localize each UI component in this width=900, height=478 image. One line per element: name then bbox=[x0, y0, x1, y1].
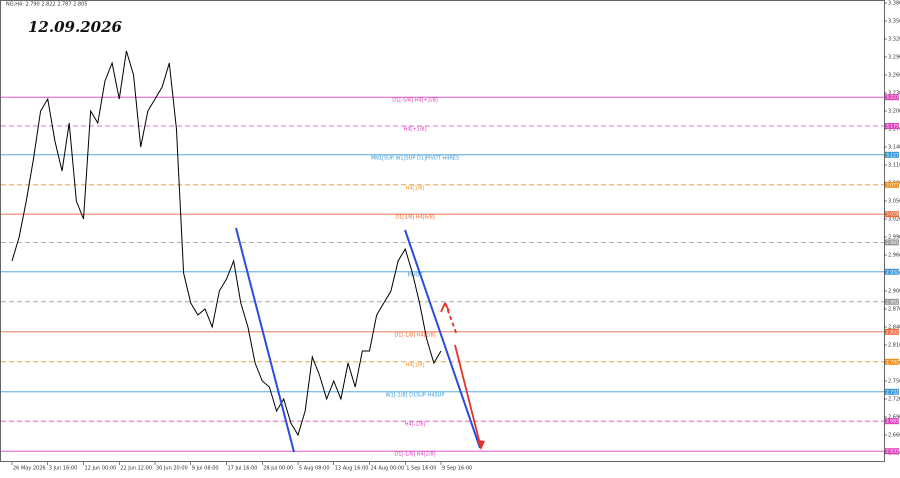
price-badge bbox=[885, 328, 899, 335]
price-badge-label: 2.981 bbox=[886, 240, 899, 246]
price-badge-label: 3.223 bbox=[886, 95, 899, 101]
x-tick-label: 28 Jul 00:00 bbox=[263, 466, 293, 472]
y-tick-label: 2.960 bbox=[888, 253, 900, 259]
level-label: D1[3/8] H4[6/8] bbox=[395, 215, 435, 221]
price-badge-label: 2.633 bbox=[886, 449, 899, 455]
x-tick-label: 9 Jul 08:00 bbox=[192, 466, 219, 472]
trend-line bbox=[235, 227, 295, 453]
y-tick-label: 3.140 bbox=[888, 145, 900, 151]
trend-line bbox=[404, 229, 481, 449]
y-tick-label: 3.200 bbox=[888, 109, 900, 115]
y-tick-label: 3.380 bbox=[888, 1, 900, 7]
x-tick-label: 17 Jul 16:00 bbox=[228, 466, 258, 472]
y-tick-label: 3.110 bbox=[888, 163, 900, 169]
x-tick-label: 30 Jun 20:00 bbox=[156, 466, 188, 472]
level-label: H4[+1/8] bbox=[403, 127, 426, 133]
price-badge-label: 3.077 bbox=[886, 182, 899, 188]
level-label: MN1[SUP W1]SUP D1]PIVOT H4RES bbox=[371, 155, 459, 161]
y-tick-label: 3.230 bbox=[888, 91, 900, 97]
price-badge-label: 3.028 bbox=[886, 212, 899, 218]
price-badge bbox=[885, 268, 899, 275]
plot-frame bbox=[0, 0, 885, 462]
price-badge bbox=[885, 211, 899, 218]
price-badge-label: 2.932 bbox=[886, 269, 899, 275]
y-tick-label: 3.020 bbox=[888, 217, 900, 223]
level-label: H4[1/8] bbox=[406, 362, 425, 368]
x-tick-label: 1 Sep 16:00 bbox=[406, 466, 436, 472]
price-badge bbox=[885, 388, 899, 395]
x-tick-label: 12 Jun 00:00 bbox=[85, 466, 117, 472]
price-badge-label: 2.782 bbox=[886, 359, 899, 365]
price-badge bbox=[885, 181, 899, 188]
forecast-arrow bbox=[454, 344, 482, 449]
level-label: W1[-1/8] D1SUP H4SUP bbox=[386, 392, 445, 398]
x-tick-label: 26 May 2026 bbox=[13, 466, 46, 472]
y-tick-label: 3.260 bbox=[888, 73, 900, 79]
x-tick-label: 3 Jun 16:00 bbox=[49, 466, 78, 472]
drawn-lines bbox=[235, 227, 485, 453]
y-tick-label: 2.840 bbox=[888, 325, 900, 331]
level-label: PIVOT bbox=[408, 272, 424, 278]
price-badge-label: 3.127 bbox=[886, 152, 899, 158]
price-badge-label: 2.832 bbox=[886, 329, 899, 335]
x-tick-label: 9 Sep 16:00 bbox=[442, 466, 472, 472]
y-tick-label: 3.290 bbox=[888, 55, 900, 61]
price-badge bbox=[885, 239, 899, 246]
price-badge-label: 2.683 bbox=[886, 419, 899, 425]
arrow-head bbox=[477, 440, 485, 450]
x-tick-label: 5 Aug 08:00 bbox=[299, 466, 330, 472]
price-badge bbox=[885, 358, 899, 365]
price-badge bbox=[885, 123, 899, 129]
y-tick-label: 3.350 bbox=[888, 19, 900, 25]
price-badge-label: 3.175 bbox=[886, 124, 899, 130]
y-tick-label: 2.990 bbox=[888, 235, 900, 241]
y-tick-label: 2.900 bbox=[888, 289, 900, 295]
price-badge bbox=[885, 298, 899, 305]
forecast-arrow bbox=[444, 302, 458, 336]
x-tick-label: 24 Aug 00:00 bbox=[371, 466, 405, 472]
forecast-arrow bbox=[440, 302, 446, 313]
x-tick-label: 13 Aug 16:00 bbox=[335, 466, 369, 472]
y-tick-label: 2.720 bbox=[888, 397, 900, 403]
level-label: H4[1/8] bbox=[406, 185, 425, 191]
forecast-arrow bbox=[444, 302, 450, 312]
level-label: D1[-1/8] H4[2/8] bbox=[394, 452, 435, 458]
x-tick-label: 22 Jun 12:00 bbox=[120, 466, 152, 472]
price-badge bbox=[885, 418, 899, 425]
y-tick-label: 2.870 bbox=[888, 307, 900, 313]
level-label: D1[-5/8] H4[+2/8] bbox=[392, 98, 438, 104]
chart-title: NG,H4: 2.790 2.822 2.787 2.805 bbox=[6, 2, 87, 8]
y-tick-label: 3.050 bbox=[888, 199, 900, 205]
price-badge-label: 2.732 bbox=[886, 389, 899, 395]
price-badge-label: 2.882 bbox=[886, 299, 899, 305]
price-badge bbox=[885, 94, 899, 101]
y-tick-label: 2.810 bbox=[888, 343, 900, 349]
y-tick-label: 3.170 bbox=[888, 127, 900, 133]
y-tick-label: 3.320 bbox=[888, 37, 900, 43]
price-badge bbox=[885, 151, 899, 158]
level-label: H4[-1/8] bbox=[405, 422, 426, 428]
level-label: D1[-1/8] H4[2/8] bbox=[394, 332, 435, 338]
date-stamp: 12.09.2026 bbox=[28, 18, 123, 36]
price-line bbox=[11, 50, 442, 437]
y-tick-label: 2.750 bbox=[888, 379, 900, 385]
y-tick-label: 2.690 bbox=[888, 415, 900, 421]
y-tick-label: 2.660 bbox=[888, 433, 900, 439]
price-badge bbox=[885, 448, 899, 455]
